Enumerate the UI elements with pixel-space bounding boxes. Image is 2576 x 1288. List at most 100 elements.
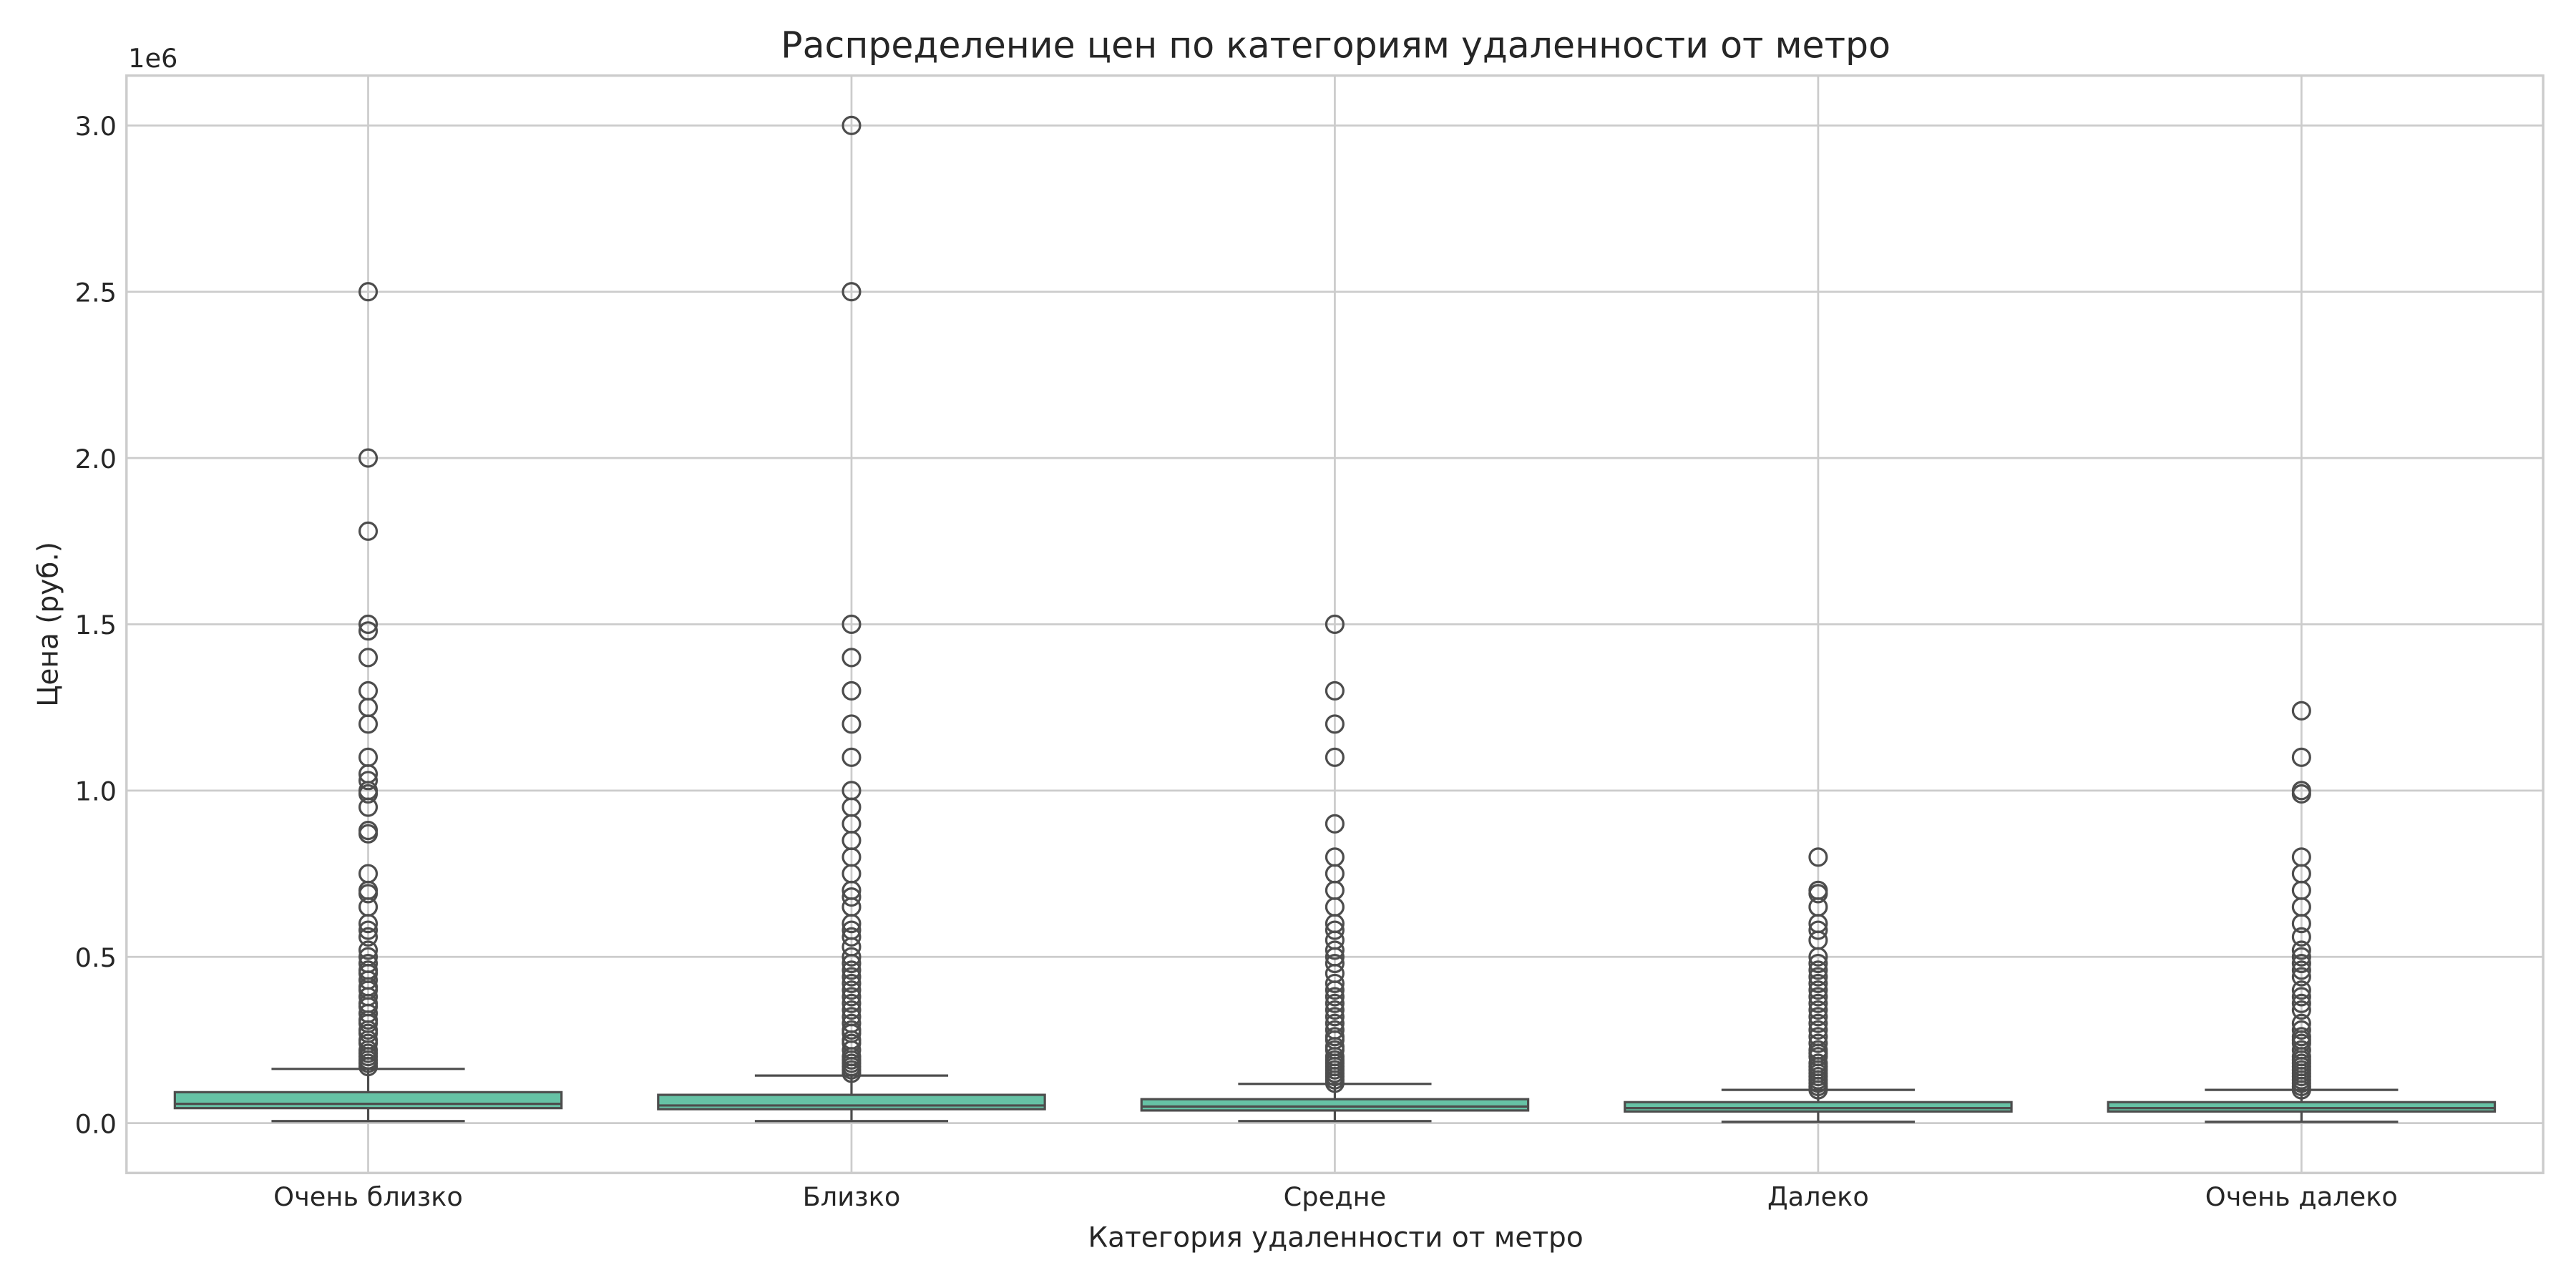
y-tick-label: 2.0 [75, 444, 117, 474]
box-layer [173, 115, 2497, 1123]
box-iqr [1624, 1101, 2013, 1113]
x-tick-label: Далеко [1767, 1181, 1869, 1212]
outlier-point [2291, 701, 2311, 721]
outlier-point [2291, 1020, 2311, 1040]
box-iqr [1140, 1098, 1530, 1112]
box-iqr [173, 1091, 563, 1110]
outlier-point [358, 1057, 379, 1077]
outlier-point [2291, 947, 2311, 967]
outlier-point [841, 115, 862, 135]
outlier-point [2291, 940, 2311, 960]
outlier-point [2291, 953, 2311, 974]
outlier-point [358, 521, 379, 541]
outlier-point [1808, 1080, 1828, 1100]
outlier-point [358, 784, 379, 804]
outlier-point [1324, 714, 1345, 734]
outlier-point [1808, 1033, 1828, 1053]
outlier-point [2291, 927, 2311, 947]
outlier-point [1808, 973, 1828, 993]
x-tick-label: Средне [1284, 1181, 1387, 1212]
plot-frame [125, 74, 2545, 1175]
y-tick-label: 0.0 [75, 1108, 117, 1139]
outlier-point [358, 927, 379, 947]
outlier-point [841, 927, 862, 947]
outlier-point [1808, 1000, 1828, 1020]
outlier-point [358, 824, 379, 844]
outlier-point [1324, 1007, 1345, 1027]
outlier-point [841, 960, 862, 980]
outlier-point [358, 621, 379, 641]
y-tick-label: 1.5 [75, 610, 117, 640]
outlier-point [1324, 973, 1345, 993]
outlier-point [841, 1000, 862, 1020]
outlier-point [1324, 1073, 1345, 1093]
outlier-point [358, 714, 379, 734]
outlier-point [1808, 1007, 1828, 1027]
y-tick-label: 2.5 [75, 277, 117, 308]
outlier-point [841, 967, 862, 987]
tick-layer: 0.0 0.5 1.0 1.5 2.0 2.5 3.0 Очень близко Близко С… [75, 111, 2398, 1212]
y-tick-label: 0.5 [75, 942, 117, 973]
outlier-point [1324, 814, 1345, 834]
outlier-point [1808, 847, 1828, 867]
outlier-point [841, 614, 862, 634]
outlier-point [841, 887, 862, 907]
outlier-point [358, 282, 379, 302]
outlier-point [841, 987, 862, 1007]
outlier-point [841, 973, 862, 993]
outlier-point [2291, 747, 2311, 767]
chart-title: Распределение цен по категориям удаленно… [781, 24, 1890, 66]
outlier-point [1324, 993, 1345, 1013]
outlier-point [2291, 967, 2311, 987]
x-tick-label: Очень далеко [2205, 1181, 2398, 1212]
outlier-point [2291, 784, 2311, 804]
outlier-point [841, 747, 862, 767]
outlier-point [1808, 980, 1828, 1000]
outlier-point [358, 448, 379, 468]
outlier-point [358, 884, 379, 904]
x-axis-label: Категория удаленности от метро [1088, 1222, 1583, 1254]
y-tick-label: 1.0 [75, 776, 117, 807]
outlier-point [1324, 987, 1345, 1007]
y-tick-label: 3.0 [75, 111, 117, 142]
outlier-point [2291, 993, 2311, 1013]
outlier-point [841, 1063, 862, 1083]
outlier-point [358, 614, 379, 634]
outlier-point [358, 920, 379, 940]
outlier-point [1808, 1020, 1828, 1040]
outlier-point [841, 714, 862, 734]
outlier-point [841, 953, 862, 974]
outlier-point [2291, 1000, 2311, 1020]
outlier-point [841, 282, 862, 302]
box-iqr [2107, 1101, 2497, 1113]
outlier-point [841, 980, 862, 1000]
outlier-point [1324, 747, 1345, 767]
outlier-point [2291, 987, 2311, 1007]
outlier-point [1324, 1000, 1345, 1020]
outlier-point [1808, 947, 1828, 967]
outlier-point [841, 680, 862, 701]
outlier-point [358, 914, 379, 934]
outlier-point [358, 797, 379, 817]
outlier-point [1808, 967, 1828, 987]
y-offset-label: 1e6 [128, 43, 177, 74]
outlier-point [1324, 614, 1345, 634]
outlier-point [1808, 1013, 1828, 1033]
outlier-point [358, 771, 379, 791]
grid-layer [126, 75, 2544, 1174]
outlier-point [841, 914, 862, 934]
outlier-point [1808, 920, 1828, 940]
outlier-point [1808, 884, 1828, 904]
outlier-point [841, 648, 862, 668]
outlier-point [1324, 680, 1345, 701]
outlier-point [1324, 953, 1345, 974]
box-iqr [657, 1093, 1046, 1111]
outlier-point [1808, 993, 1828, 1013]
outlier-point [1808, 953, 1828, 974]
outlier-point [2291, 980, 2311, 1000]
x-tick-label: Близко [803, 1181, 901, 1212]
outlier-point [1808, 987, 1828, 1007]
outlier-point [1324, 920, 1345, 940]
